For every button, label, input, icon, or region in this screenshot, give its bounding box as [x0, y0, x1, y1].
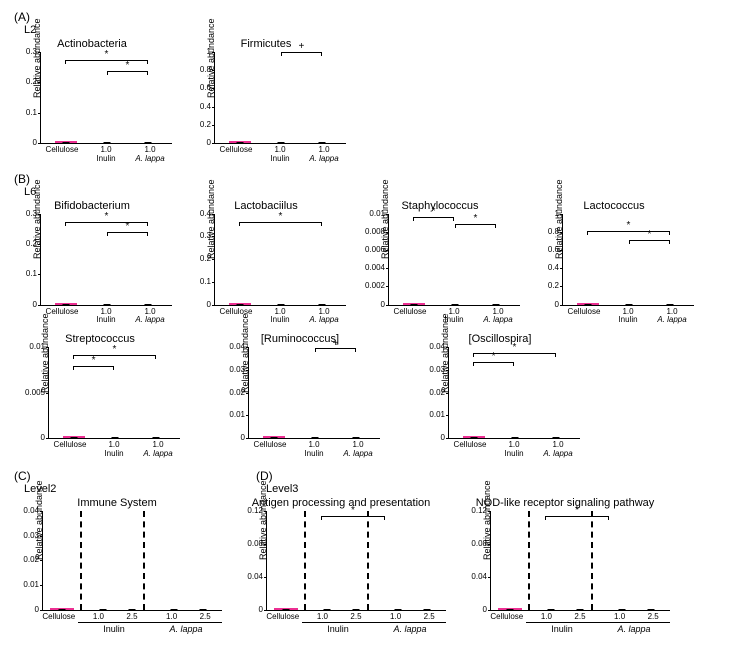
y-ticks: 00.0020.0040.0060.0080.01	[361, 214, 387, 305]
y-ticks: 00.0050.01	[21, 347, 47, 438]
y-ticks: 00.010.020.030.04	[15, 511, 41, 610]
label-Level2: Level2	[24, 483, 240, 495]
y-ticks: 00.040.080.12	[239, 511, 265, 610]
figure: (A) L2 ActinobacteriaRelative abundance0…	[12, 10, 727, 634]
chart: NOD-like receptor signaling pathwayRelat…	[460, 497, 670, 634]
y-ticks: 00.20.40.60.81	[535, 214, 561, 305]
plot-area: Relative abundance00.20.40.60.81+	[214, 52, 346, 144]
y-ticks: 00.10.20.3	[13, 52, 39, 143]
x-axis: Cellulose1.02.51.02.5	[42, 613, 222, 622]
y-ticks: 00.040.080.12	[463, 511, 489, 610]
y-ticks: 00.10.20.3	[13, 214, 39, 305]
x-axis: Cellulose1.0Inulin1.0A. lappa	[388, 308, 520, 326]
label-L6: L6	[24, 186, 727, 198]
plot-area: Relative abundance00.10.20.3**	[40, 214, 172, 306]
x-axis: Cellulose1.0Inulin1.0A. lappa	[448, 441, 580, 459]
plot-area: Relative abundance00.040.080.12*	[266, 511, 446, 611]
chart: [Ruminococcus]Relative abundance00.010.0…	[220, 333, 380, 459]
x-axis: Cellulose1.0Inulin1.0A. lappa	[214, 308, 346, 326]
chart: BifidobacteriumRelative abundance00.10.2…	[12, 200, 172, 326]
y-ticks: 00.010.020.030.04	[221, 347, 247, 438]
panel-C: (C)	[14, 469, 240, 483]
plot-area: Relative abundance00.10.20.3**	[40, 52, 172, 144]
row-A: ActinobacteriaRelative abundance00.10.20…	[12, 38, 727, 164]
chart: ActinobacteriaRelative abundance00.10.20…	[12, 38, 172, 164]
x-axis: Cellulose1.0Inulin1.0A. lappa	[214, 146, 346, 164]
row-CD: Immune SystemRelative abundance00.010.02…	[12, 497, 727, 634]
plot-area: Relative abundance00.010.020.030.04	[42, 511, 222, 611]
row-B2: StreptococcusRelative abundance00.0050.0…	[20, 333, 727, 459]
label-Level3: Level3	[266, 483, 298, 495]
y-ticks: 00.010.020.030.04	[421, 347, 447, 438]
plot-area: Relative abundance00.010.020.030.04+	[248, 347, 380, 439]
panel-B: (B)	[14, 172, 727, 186]
x-axis: Cellulose1.02.51.02.5	[490, 613, 670, 622]
label-L2: L2	[24, 24, 727, 36]
plot-area: Relative abundance00.0020.0040.0060.0080…	[388, 214, 520, 306]
panel-A: (A)	[14, 10, 727, 24]
plot-area: Relative abundance00.20.40.60.81**	[562, 214, 694, 306]
x-axis: Cellulose1.0Inulin1.0A. lappa	[40, 308, 172, 326]
x-axis: Cellulose1.0Inulin1.0A. lappa	[48, 441, 180, 459]
chart: LactococcusRelative abundance00.20.40.60…	[534, 200, 694, 326]
plot-area: Relative abundance00.040.080.12*	[490, 511, 670, 611]
x-axis: Cellulose1.0Inulin1.0A. lappa	[248, 441, 380, 459]
chart: StaphylococcusRelative abundance00.0020.…	[360, 200, 520, 326]
chart: Immune SystemRelative abundance00.010.02…	[12, 497, 222, 634]
plot-area: Relative abundance00.010.020.030.04**	[448, 347, 580, 439]
chart: FirmicutesRelative abundance00.20.40.60.…	[186, 38, 346, 164]
x-axis: Cellulose1.0Inulin1.0A. lappa	[40, 146, 172, 164]
chart: [Oscillospira]Relative abundance00.010.0…	[420, 333, 580, 459]
plot-area: Relative abundance00.0050.01**	[48, 347, 180, 439]
y-ticks: 00.10.20.30.4	[187, 214, 213, 305]
chart: LactobaciilusRelative abundance00.10.20.…	[186, 200, 346, 326]
plot-area: Relative abundance00.10.20.30.4*	[214, 214, 346, 306]
y-ticks: 00.20.40.60.81	[187, 52, 213, 143]
x-axis: Cellulose1.0Inulin1.0A. lappa	[562, 308, 694, 326]
chart: StreptococcusRelative abundance00.0050.0…	[20, 333, 180, 459]
x-axis: Cellulose1.02.51.02.5	[266, 613, 446, 622]
row-B1: BifidobacteriumRelative abundance00.10.2…	[12, 200, 727, 326]
chart: Antigen processing and presentationRelat…	[236, 497, 446, 634]
